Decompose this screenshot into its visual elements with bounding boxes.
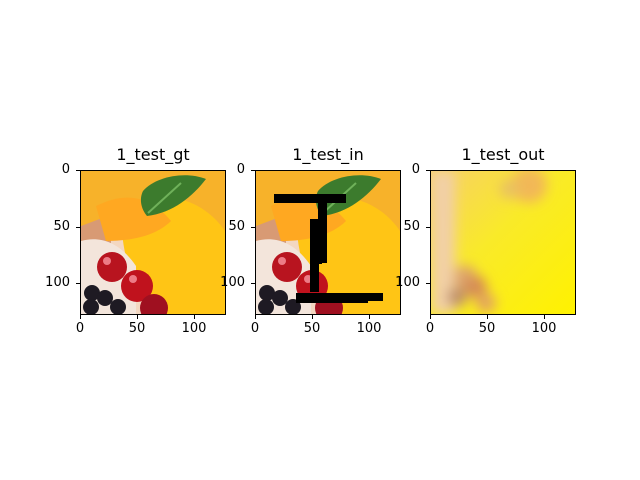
x-tick bbox=[255, 315, 256, 319]
y-tick-label: 50 bbox=[390, 220, 420, 234]
y-tick-label: 50 bbox=[40, 220, 70, 234]
x-tick-label: 100 bbox=[349, 322, 389, 336]
y-tick bbox=[251, 283, 255, 284]
x-tick bbox=[369, 315, 370, 319]
x-tick bbox=[194, 315, 195, 319]
y-tick bbox=[426, 227, 430, 228]
panel-title: 1_test_out bbox=[430, 145, 576, 165]
x-tick-label: 0 bbox=[235, 322, 275, 336]
image-frame bbox=[255, 170, 401, 315]
y-tick-label: 0 bbox=[215, 163, 245, 177]
y-tick bbox=[426, 170, 430, 171]
y-tick bbox=[76, 283, 80, 284]
y-tick bbox=[251, 227, 255, 228]
y-tick bbox=[76, 227, 80, 228]
x-tick-label: 50 bbox=[292, 322, 332, 336]
y-tick bbox=[76, 170, 80, 171]
x-tick-label: 50 bbox=[117, 322, 157, 336]
ground-truth-image bbox=[81, 171, 225, 314]
x-tick-label: 100 bbox=[524, 322, 564, 336]
panel-title: 1_test_in bbox=[255, 145, 401, 165]
y-tick bbox=[426, 283, 430, 284]
x-tick bbox=[544, 315, 545, 319]
image-frame bbox=[430, 170, 576, 315]
image-frame bbox=[80, 170, 226, 315]
blurry-output-image bbox=[431, 171, 575, 314]
y-tick-label: 100 bbox=[40, 276, 70, 290]
x-tick bbox=[487, 315, 488, 319]
panel-title: 1_test_gt bbox=[80, 145, 226, 165]
x-tick-label: 0 bbox=[410, 322, 450, 336]
x-tick bbox=[312, 315, 313, 319]
x-tick bbox=[137, 315, 138, 319]
y-tick bbox=[251, 170, 255, 171]
masked-input-image bbox=[256, 171, 400, 314]
y-tick-label: 0 bbox=[40, 163, 70, 177]
y-tick-label: 50 bbox=[215, 220, 245, 234]
y-tick-label: 0 bbox=[390, 163, 420, 177]
y-tick-label: 100 bbox=[390, 276, 420, 290]
x-tick bbox=[80, 315, 81, 319]
x-tick bbox=[430, 315, 431, 319]
x-tick-label: 50 bbox=[467, 322, 507, 336]
x-tick-label: 100 bbox=[174, 322, 214, 336]
x-tick-label: 0 bbox=[60, 322, 100, 336]
y-tick-label: 100 bbox=[215, 276, 245, 290]
